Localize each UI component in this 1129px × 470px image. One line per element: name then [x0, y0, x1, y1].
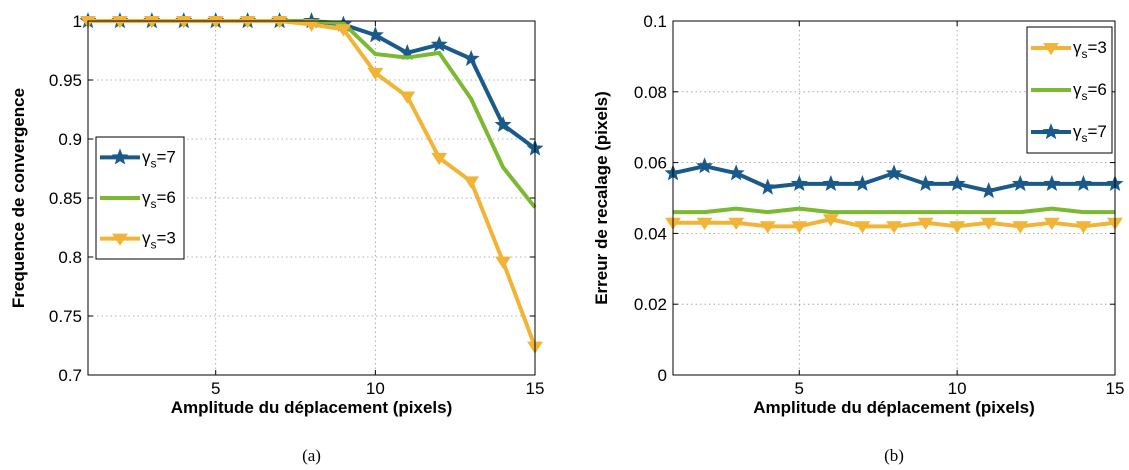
- data-point: [271, 15, 288, 29]
- legend-label: γs=7: [142, 147, 176, 170]
- data-point: [399, 91, 416, 104]
- y-tick-label: 0.8: [58, 248, 82, 267]
- x-axis-label: Amplitude du déplacement (pixels): [753, 398, 1035, 417]
- data-point: [1043, 174, 1061, 192]
- data-point: [917, 174, 935, 192]
- data-point: [335, 24, 352, 37]
- series-line: [673, 206, 1115, 215]
- data-point: [239, 15, 256, 29]
- data-point: [728, 217, 745, 231]
- y-tick-label: 0.75: [49, 307, 82, 326]
- data-point: [853, 174, 871, 192]
- data-point: [980, 217, 997, 231]
- legend-marker: [112, 233, 128, 246]
- data-point: [696, 217, 713, 231]
- x-tick-label: 10: [366, 379, 385, 398]
- chart-b: 5 10 15 0 0.02 0.04 0.06 0.08 0.1 Amplitude du dé…: [592, 12, 1124, 465]
- data-point: [759, 178, 777, 195]
- y-tick-label: 0.85: [49, 189, 82, 208]
- legend-label: γs=3: [142, 229, 176, 252]
- y-tick-label: 0.9: [58, 130, 82, 149]
- data-point: [949, 221, 966, 234]
- y-axis-label: Erreur de recalage (pixels): [592, 91, 611, 305]
- figure-caption: (b): [884, 446, 904, 465]
- y-tick-label: 0.1: [643, 12, 667, 31]
- data-point: [462, 49, 480, 66]
- legend-marker: [1043, 42, 1059, 56]
- data-point: [463, 176, 480, 189]
- data-point: [143, 15, 160, 29]
- axes-frame: [672, 20, 1116, 376]
- data-point: [1011, 174, 1029, 192]
- x-tick-label: 5: [211, 379, 220, 398]
- chart-a: 5 10 15 0.7 0.75 0.8 0.85 0.9 0.95 1 Amplitude du …: [9, 12, 544, 465]
- legend-marker: [1042, 123, 1060, 140]
- y-tick-label: 0.95: [49, 71, 82, 90]
- data-point: [495, 256, 511, 269]
- data-point: [1012, 221, 1029, 234]
- data-point: [430, 35, 448, 52]
- data-point: [948, 174, 966, 192]
- y-tick-label: 1: [73, 12, 82, 31]
- data-point: [431, 152, 448, 166]
- x-axis-label: Amplitude du déplacement (pixels): [171, 398, 453, 417]
- data-point: [175, 15, 192, 29]
- data-point: [1043, 217, 1060, 231]
- data-point: [854, 221, 871, 234]
- data-point: [822, 174, 840, 192]
- x-tick-label: 10: [948, 379, 967, 398]
- legend: γs=3 γs=6 γs=7: [1026, 26, 1113, 154]
- data-point: [980, 182, 998, 199]
- series-6: [673, 206, 1115, 215]
- y-axis-label: Frequence de convergence: [9, 88, 28, 308]
- axes-frame: [87, 20, 536, 376]
- data-point: [207, 15, 224, 29]
- y-tick-label: 0.7: [58, 366, 82, 385]
- y-tick-label: 0.04: [634, 224, 667, 243]
- data-point: [885, 164, 903, 181]
- data-point: [727, 164, 745, 181]
- data-point: [790, 174, 808, 192]
- y-tick-label: 0.06: [634, 154, 667, 173]
- figure-caption: (a): [302, 446, 321, 465]
- data-point: [112, 15, 128, 29]
- legend-marker: [111, 148, 129, 165]
- data-point: [366, 26, 384, 43]
- data-point: [1074, 174, 1092, 192]
- data-point: [822, 214, 839, 227]
- data-point: [791, 221, 808, 234]
- series-3: [665, 214, 1123, 234]
- x-tick-label: 15: [526, 379, 545, 398]
- data-point: [917, 217, 934, 231]
- y-tick-label: 0: [658, 366, 667, 385]
- data-point: [759, 221, 776, 234]
- data-point: [303, 19, 320, 32]
- legend-label: γs=3: [1073, 38, 1107, 61]
- y-tick-label: 0.08: [634, 83, 667, 102]
- data-point: [494, 115, 512, 133]
- y-tick-label: 0.02: [634, 295, 667, 314]
- legend-label: γs=7: [1073, 122, 1107, 145]
- data-point: [367, 67, 384, 81]
- legend-label: γs=6: [142, 188, 176, 211]
- data-point: [1075, 221, 1092, 234]
- data-point: [886, 221, 902, 234]
- legend: γs=7 γs=6 γs=3: [95, 136, 185, 260]
- legend-label: γs=6: [1073, 80, 1107, 103]
- data-point: [696, 157, 714, 174]
- x-tick-label: 5: [795, 379, 804, 398]
- x-tick-label: 15: [1106, 379, 1125, 398]
